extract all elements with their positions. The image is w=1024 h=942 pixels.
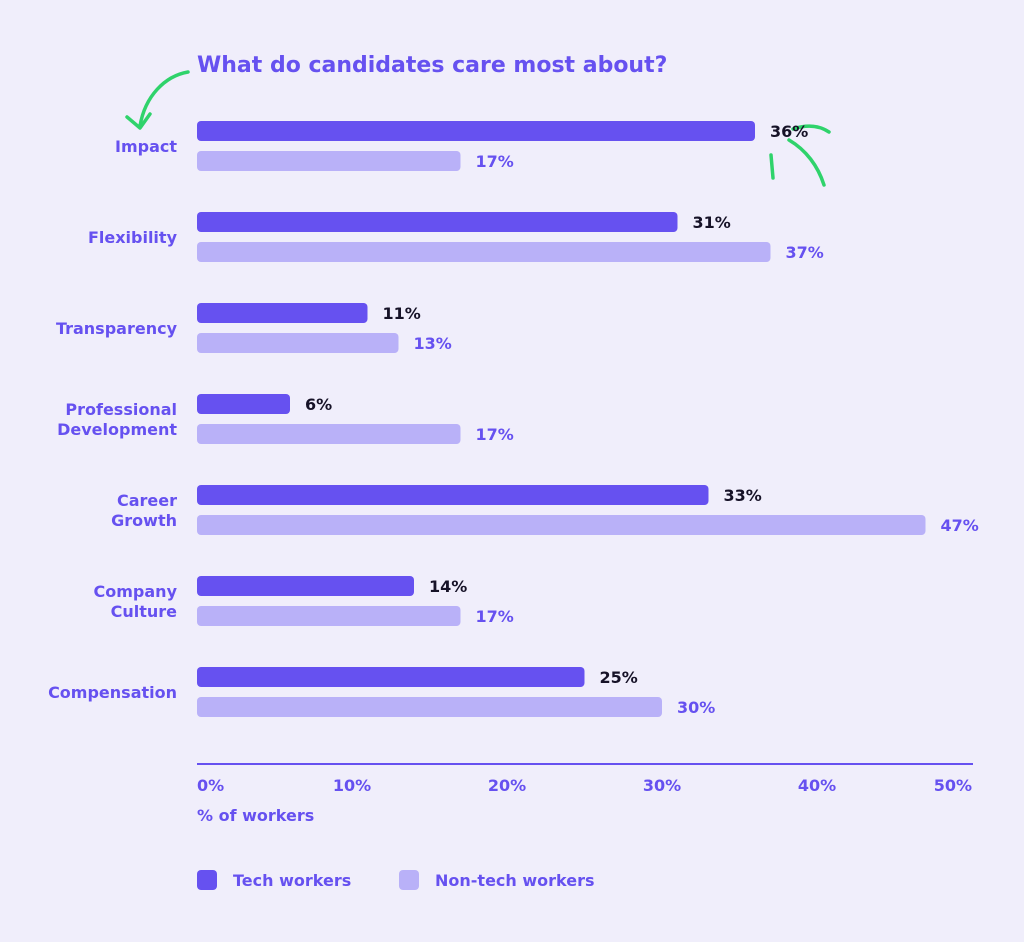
bar-non-tech: [197, 242, 771, 262]
category-label: Impact: [115, 137, 177, 156]
x-tick-label: 10%: [333, 776, 371, 795]
curved-arrow-icon: [125, 70, 190, 130]
x-tick-label: 0%: [197, 776, 224, 795]
category-label: Culture: [111, 602, 178, 621]
data-label: 47%: [941, 516, 979, 535]
x-tick-label: 20%: [488, 776, 526, 795]
bar-non-tech: [197, 606, 461, 626]
legend: Tech workers Non-tech workers: [197, 870, 595, 890]
data-label: 31%: [693, 213, 731, 232]
category-label: Flexibility: [88, 228, 178, 247]
data-label: 6%: [305, 395, 332, 414]
bar-tech: [197, 485, 709, 505]
emphasis-marks-icon: [769, 124, 831, 187]
category-label: Development: [57, 420, 177, 439]
bar-tech: [197, 394, 290, 414]
bar-non-tech: [197, 424, 461, 444]
legend-swatch-tech: [197, 870, 217, 890]
legend-label-tech: Tech workers: [233, 871, 351, 890]
bar-tech: [197, 667, 585, 687]
category-label: Professional: [65, 400, 177, 419]
category-label: Company: [94, 582, 178, 601]
bar-non-tech: [197, 697, 662, 717]
bar-non-tech: [197, 333, 399, 353]
chart-title: What do candidates care most about?: [197, 53, 667, 78]
category-label: Compensation: [48, 683, 177, 702]
data-label: 11%: [383, 304, 421, 323]
data-label: 25%: [600, 668, 638, 687]
x-tick-label: 50%: [934, 776, 972, 795]
legend-swatch-non-tech: [399, 870, 419, 890]
data-label: 37%: [786, 243, 824, 262]
x-tick-label: 30%: [643, 776, 681, 795]
x-axis-title: % of workers: [197, 806, 314, 825]
bar-tech: [197, 212, 678, 232]
data-label: 13%: [414, 334, 452, 353]
data-label: 33%: [724, 486, 762, 505]
x-tick-label: 40%: [798, 776, 836, 795]
data-label: 17%: [476, 425, 514, 444]
bar-tech: [197, 303, 368, 323]
data-label: 17%: [476, 607, 514, 626]
bar-tech: [197, 121, 755, 141]
legend-label-non-tech: Non-tech workers: [435, 871, 595, 890]
data-label: 14%: [429, 577, 467, 596]
data-label: 36%: [770, 122, 808, 141]
data-label: 30%: [677, 698, 715, 717]
category-label: Career: [117, 491, 177, 510]
category-label: Growth: [111, 511, 177, 530]
bar-non-tech: [197, 151, 461, 171]
data-label: 17%: [476, 152, 514, 171]
category-label: Transparency: [56, 319, 178, 338]
bar-non-tech: [197, 515, 926, 535]
bar-tech: [197, 576, 414, 596]
